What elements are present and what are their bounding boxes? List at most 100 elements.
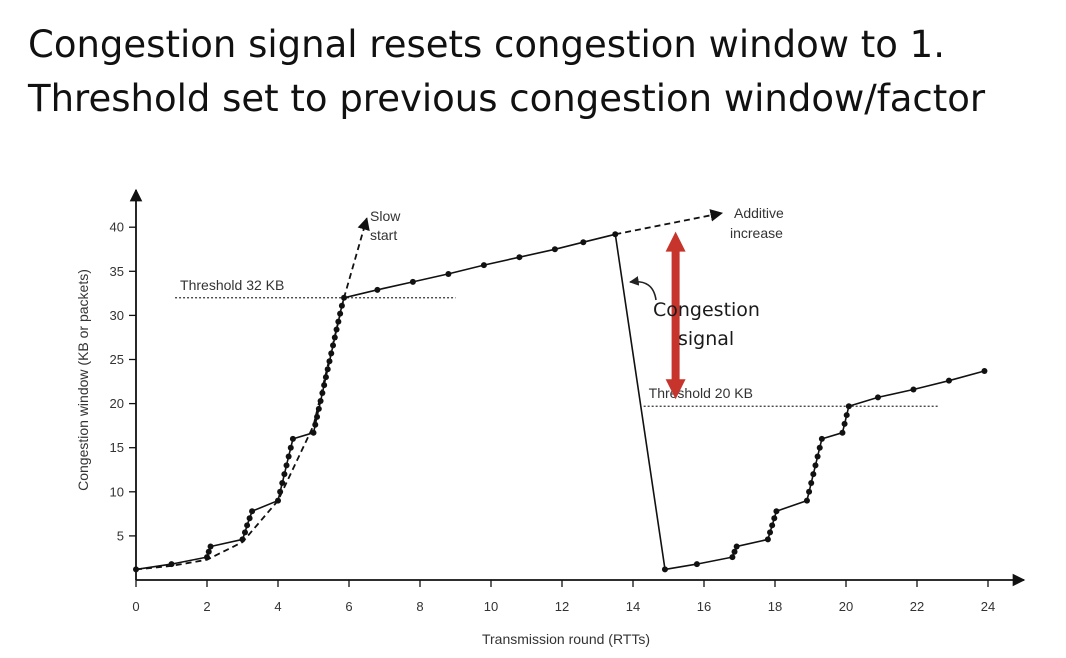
data-point (612, 231, 619, 238)
data-point (845, 403, 852, 410)
data-point (314, 413, 321, 420)
data-point (580, 239, 587, 246)
data-point (874, 394, 881, 401)
y-tick-label: 5 (117, 528, 124, 543)
dashed-series-line (615, 209, 724, 236)
chart-series (135, 209, 985, 571)
data-point (661, 566, 668, 573)
data-point (731, 548, 738, 555)
slide-title-line-2: Threshold set to previous congestion win… (28, 76, 986, 120)
dashed-series-line (135, 217, 370, 571)
y-tick-label: 35 (110, 264, 124, 279)
data-point (337, 310, 344, 317)
x-tick-label: 2 (203, 599, 210, 614)
slide-title: Congestion signal resets congestion wind… (28, 18, 985, 125)
slow-start-label-line-2: start (370, 227, 397, 243)
data-point (244, 522, 251, 529)
congestion-signal-arrow (665, 231, 686, 400)
data-point (729, 554, 736, 561)
data-point (324, 366, 331, 373)
signal-arrow-head-up (665, 231, 686, 252)
data-point (168, 561, 175, 568)
data-point (981, 367, 988, 374)
x-tick-label: 18 (768, 599, 782, 614)
data-point (771, 515, 778, 522)
signal-arrow-shaft (671, 250, 680, 381)
y-tick-label: 10 (110, 484, 124, 499)
x-tick-label: 6 (345, 599, 352, 614)
data-point (445, 270, 452, 277)
data-point (281, 471, 288, 478)
congestion-window-line (135, 233, 985, 571)
data-point (283, 462, 290, 469)
data-point (816, 444, 823, 451)
data-point (480, 262, 487, 269)
data-point (331, 334, 338, 341)
data-point (289, 435, 296, 442)
additive-increase-label-line-2: increase (730, 225, 783, 241)
x-tick-label: 16 (697, 599, 711, 614)
data-point (326, 358, 333, 365)
data-point (330, 342, 337, 349)
chart-axes (129, 188, 1026, 587)
data-point (338, 302, 345, 309)
data-point (312, 421, 319, 428)
data-point (806, 488, 813, 495)
congestion-signal-label-line-2: signal (678, 328, 734, 350)
data-point (843, 412, 850, 419)
data-point (409, 278, 416, 285)
data-point (335, 318, 342, 325)
slide-title-line-1: Congestion signal resets congestion wind… (28, 23, 945, 66)
data-point (803, 497, 810, 504)
signal-arrow-head-down (665, 379, 686, 400)
x-tick-label: 0 (132, 599, 139, 614)
data-point (133, 566, 139, 573)
data-points (133, 231, 988, 573)
congestion-signal-label-line-1: Congestion (653, 299, 760, 321)
data-point (321, 382, 328, 389)
x-tick-label: 8 (416, 599, 423, 614)
data-point (319, 390, 326, 397)
data-point (328, 350, 335, 357)
x-axis-title: Transmission round (RTTs) (482, 631, 650, 647)
data-point (769, 522, 776, 529)
data-point (910, 386, 917, 393)
data-point (310, 429, 317, 436)
data-point (551, 246, 558, 253)
y-tick-label: 20 (110, 396, 124, 411)
y-axis-title: Congestion window (KB or packets) (75, 269, 91, 491)
y-tick-label: 40 (110, 220, 124, 235)
data-point (814, 453, 821, 460)
x-tick-label: 22 (910, 599, 924, 614)
data-point (287, 444, 294, 451)
data-point (516, 254, 523, 261)
data-point (808, 479, 815, 486)
data-point (333, 326, 340, 333)
data-point (693, 561, 700, 568)
data-point (764, 536, 771, 543)
data-point (317, 397, 324, 404)
data-point (341, 294, 348, 301)
data-point (207, 543, 214, 550)
data-point (277, 488, 284, 495)
data-point (241, 529, 248, 536)
additive-increase-label-line-1: Additive (734, 205, 784, 221)
data-point (839, 429, 846, 436)
data-point (315, 405, 322, 412)
data-point (239, 536, 246, 543)
data-point (249, 508, 256, 515)
x-tick-label: 14 (626, 599, 640, 614)
x-tick-label: 12 (555, 599, 569, 614)
data-point (374, 286, 381, 293)
data-point (767, 529, 774, 536)
y-tick-label: 15 (110, 440, 124, 455)
data-point (812, 462, 819, 469)
threshold-label: Threshold 32 KB (180, 277, 284, 293)
y-tick-label: 25 (110, 352, 124, 367)
slow-start-label-line-1: Slow (370, 208, 401, 224)
curved-pointer-arrow (629, 276, 657, 301)
data-point (818, 435, 825, 442)
y-tick-label: 30 (110, 308, 124, 323)
